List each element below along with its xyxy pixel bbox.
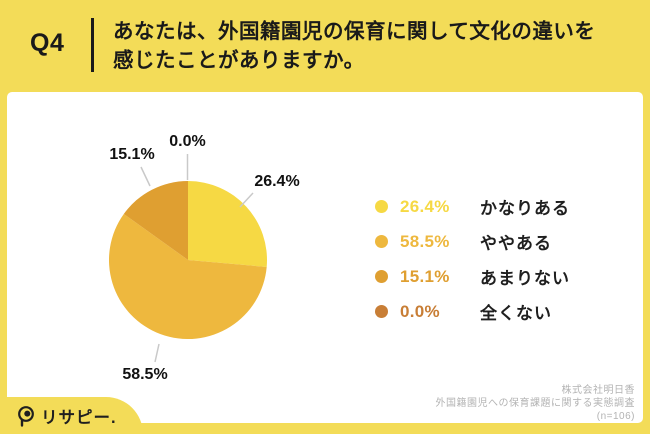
pie-label-amari-nai: 15.1% <box>109 146 155 163</box>
question-title: あなたは、外国籍園児の保育に関して文化の違いを 感じたことがありますか。 <box>113 17 595 75</box>
pie-label-yaya-aru: 58.5% <box>122 366 168 383</box>
legend-percent: 58.5% <box>400 231 450 251</box>
source-sample-size: (n=106) <box>596 411 635 422</box>
legend-label: ややある <box>480 234 552 253</box>
legend-item-amari-nai: 15.1% あまりない <box>375 259 570 294</box>
legend-label: あまりない <box>480 269 570 288</box>
question-line-1: あなたは、外国籍園児の保育に関して文化の違いを <box>113 20 596 43</box>
source-attribution: 株式会社明日香 外国籍園児への保育課題に関する実態調査 (n=106) <box>436 384 636 423</box>
risapy-logo-text: リサピー. <box>41 408 117 427</box>
chart-legend: 26.4% かなりある 58.5% ややある 15.1% あまりない 0.0% … <box>375 189 570 329</box>
legend-label: かなりある <box>480 199 570 218</box>
legend-percent: 0.0% <box>400 301 440 321</box>
legend-item-kanari-aru: 26.4% かなりある <box>375 189 570 224</box>
legend-dot-icon <box>375 200 388 213</box>
risapy-logo-icon <box>18 406 34 427</box>
source-survey-title: 外国籍園児への保育課題に関する実態調査 <box>435 398 635 409</box>
pie-label-kanari-aru: 26.4% <box>254 173 300 190</box>
source-company: 株式会社明日香 <box>561 385 635 396</box>
legend-item-mattaku-nai: 0.0% 全くない <box>375 294 570 329</box>
question-line-2: 感じたことがありますか。 <box>113 49 365 72</box>
pie-label-none: 0.0% <box>169 133 206 150</box>
header-divider <box>91 18 94 72</box>
header: Q4 あなたは、外国籍園児の保育に関して文化の違いを 感じたことがありますか。 <box>0 0 650 92</box>
legend-item-yaya-aru: 58.5% ややある <box>375 224 570 259</box>
bottom-bar <box>0 423 650 434</box>
legend-label: 全くない <box>480 304 552 323</box>
legend-percent: 26.4% <box>400 196 450 216</box>
legend-dot-icon <box>375 270 388 283</box>
logo-tab: リサピー. <box>0 397 143 434</box>
legend-dot-icon <box>375 305 388 318</box>
legend-percent: 15.1% <box>400 266 450 286</box>
legend-dot-icon <box>375 235 388 248</box>
question-number: Q4 <box>30 29 65 57</box>
